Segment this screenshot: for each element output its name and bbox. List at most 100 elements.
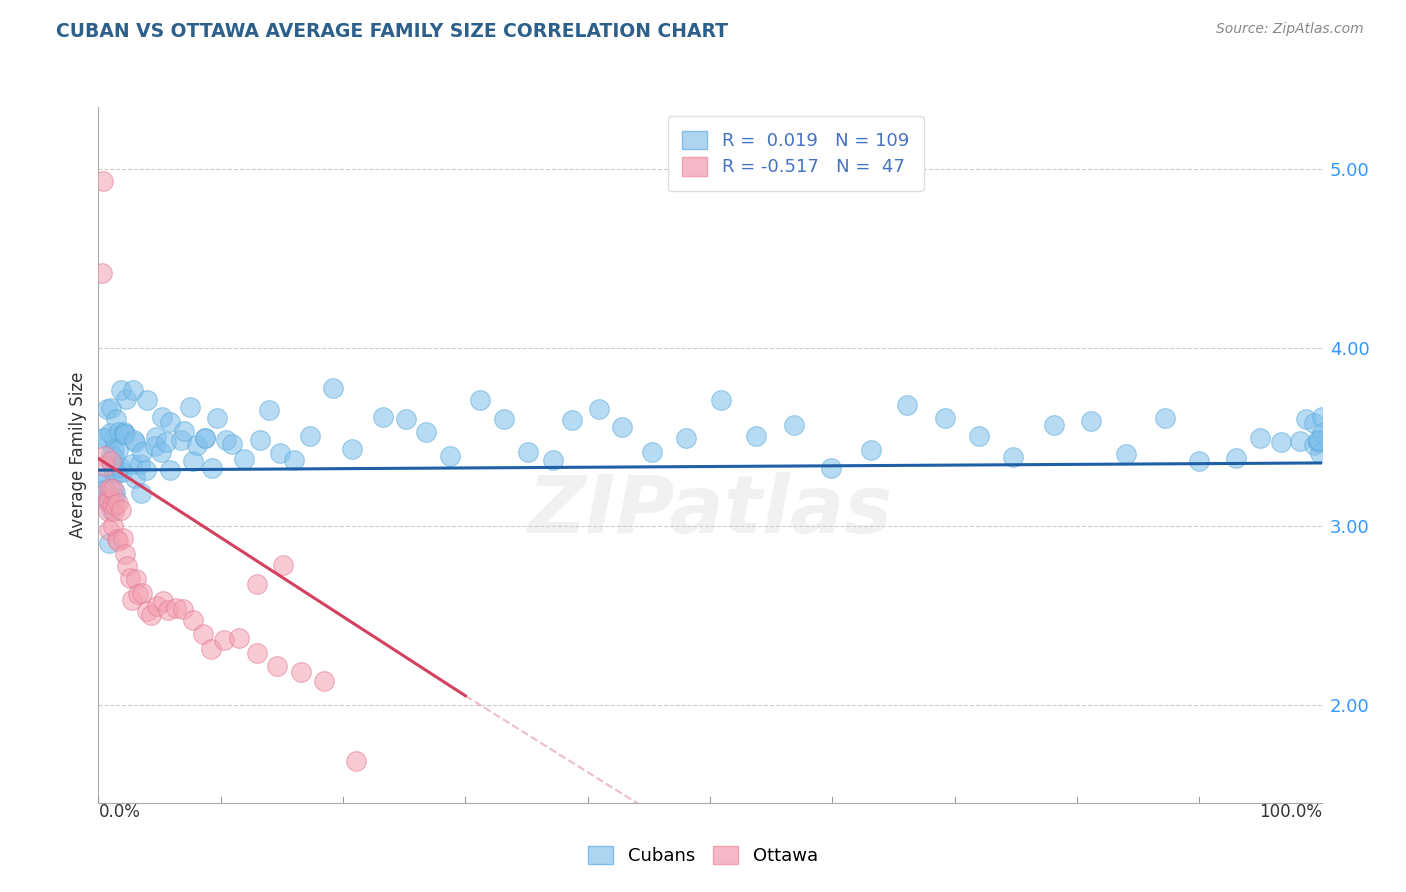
- Point: [214, 433, 236, 447]
- Point: [103, 442, 125, 457]
- Point: [115, 392, 138, 406]
- Point: [110, 503, 132, 517]
- Point: [111, 465, 134, 479]
- Text: ZIPatlas: ZIPatlas: [527, 472, 893, 549]
- Point: [150, 409, 173, 424]
- Point: [967, 429, 990, 443]
- Point: [107, 496, 129, 510]
- Point: [91, 266, 114, 280]
- Point: [1188, 454, 1211, 468]
- Point: [257, 403, 280, 417]
- Point: [1295, 411, 1317, 425]
- Point: [395, 412, 418, 426]
- Point: [179, 400, 201, 414]
- Point: [859, 442, 882, 457]
- Point: [141, 608, 163, 623]
- Point: [124, 435, 146, 450]
- Y-axis label: Average Family Size: Average Family Size: [69, 372, 87, 538]
- Point: [232, 452, 254, 467]
- Point: [103, 483, 125, 497]
- Point: [212, 632, 235, 647]
- Point: [135, 463, 157, 477]
- Point: [541, 453, 564, 467]
- Point: [1303, 438, 1326, 452]
- Point: [131, 586, 153, 600]
- Point: [373, 410, 395, 425]
- Point: [131, 444, 153, 458]
- Point: [1310, 410, 1333, 425]
- Point: [610, 420, 633, 434]
- Point: [186, 438, 208, 452]
- Point: [1270, 434, 1292, 449]
- Point: [103, 466, 125, 480]
- Point: [1306, 435, 1329, 450]
- Point: [246, 646, 269, 660]
- Point: [1080, 414, 1102, 428]
- Point: [129, 457, 152, 471]
- Point: [1303, 417, 1326, 431]
- Point: [820, 461, 842, 475]
- Point: [94, 459, 117, 474]
- Point: [127, 587, 149, 601]
- Point: [115, 558, 138, 573]
- Point: [105, 467, 128, 481]
- Point: [100, 454, 122, 468]
- Point: [100, 401, 122, 416]
- Legend: R =  0.019   N = 109, R = -0.517   N =  47: R = 0.019 N = 109, R = -0.517 N = 47: [668, 116, 924, 191]
- Point: [124, 471, 146, 485]
- Point: [97, 504, 120, 518]
- Point: [101, 498, 124, 512]
- Point: [114, 547, 136, 561]
- Point: [103, 504, 125, 518]
- Point: [103, 450, 125, 464]
- Text: CUBAN VS OTTAWA AVERAGE FAMILY SIZE CORRELATION CHART: CUBAN VS OTTAWA AVERAGE FAMILY SIZE CORR…: [56, 22, 728, 41]
- Text: Source: ZipAtlas.com: Source: ZipAtlas.com: [1216, 22, 1364, 37]
- Point: [96, 491, 118, 505]
- Point: [100, 502, 122, 516]
- Point: [91, 431, 114, 445]
- Point: [745, 429, 768, 443]
- Point: [146, 599, 169, 614]
- Point: [104, 498, 127, 512]
- Point: [269, 446, 291, 460]
- Point: [96, 402, 118, 417]
- Point: [97, 493, 120, 508]
- Point: [93, 483, 115, 498]
- Point: [1308, 434, 1330, 448]
- Point: [249, 434, 271, 448]
- Point: [136, 603, 159, 617]
- Point: [112, 425, 135, 439]
- Point: [322, 381, 344, 395]
- Point: [103, 431, 125, 445]
- Point: [191, 626, 214, 640]
- Legend: Cubans, Ottawa: Cubans, Ottawa: [579, 837, 827, 874]
- Point: [1002, 450, 1025, 464]
- Point: [149, 444, 172, 458]
- Point: [194, 431, 217, 445]
- Point: [121, 593, 143, 607]
- Point: [152, 594, 174, 608]
- Point: [1249, 431, 1271, 445]
- Point: [517, 445, 540, 459]
- Point: [1153, 411, 1175, 425]
- Point: [344, 754, 367, 768]
- Point: [94, 449, 117, 463]
- Point: [468, 392, 491, 407]
- Point: [122, 433, 145, 447]
- Point: [290, 665, 312, 680]
- Point: [122, 383, 145, 397]
- Point: [112, 427, 135, 442]
- Point: [145, 439, 167, 453]
- Point: [101, 519, 124, 533]
- Point: [100, 447, 122, 461]
- Point: [675, 431, 697, 445]
- Point: [91, 174, 114, 188]
- Point: [97, 536, 120, 550]
- Point: [266, 659, 288, 673]
- Point: [118, 571, 141, 585]
- Point: [108, 425, 131, 440]
- Point: [1310, 425, 1333, 440]
- Point: [181, 453, 204, 467]
- Point: [194, 431, 217, 445]
- Point: [246, 577, 269, 591]
